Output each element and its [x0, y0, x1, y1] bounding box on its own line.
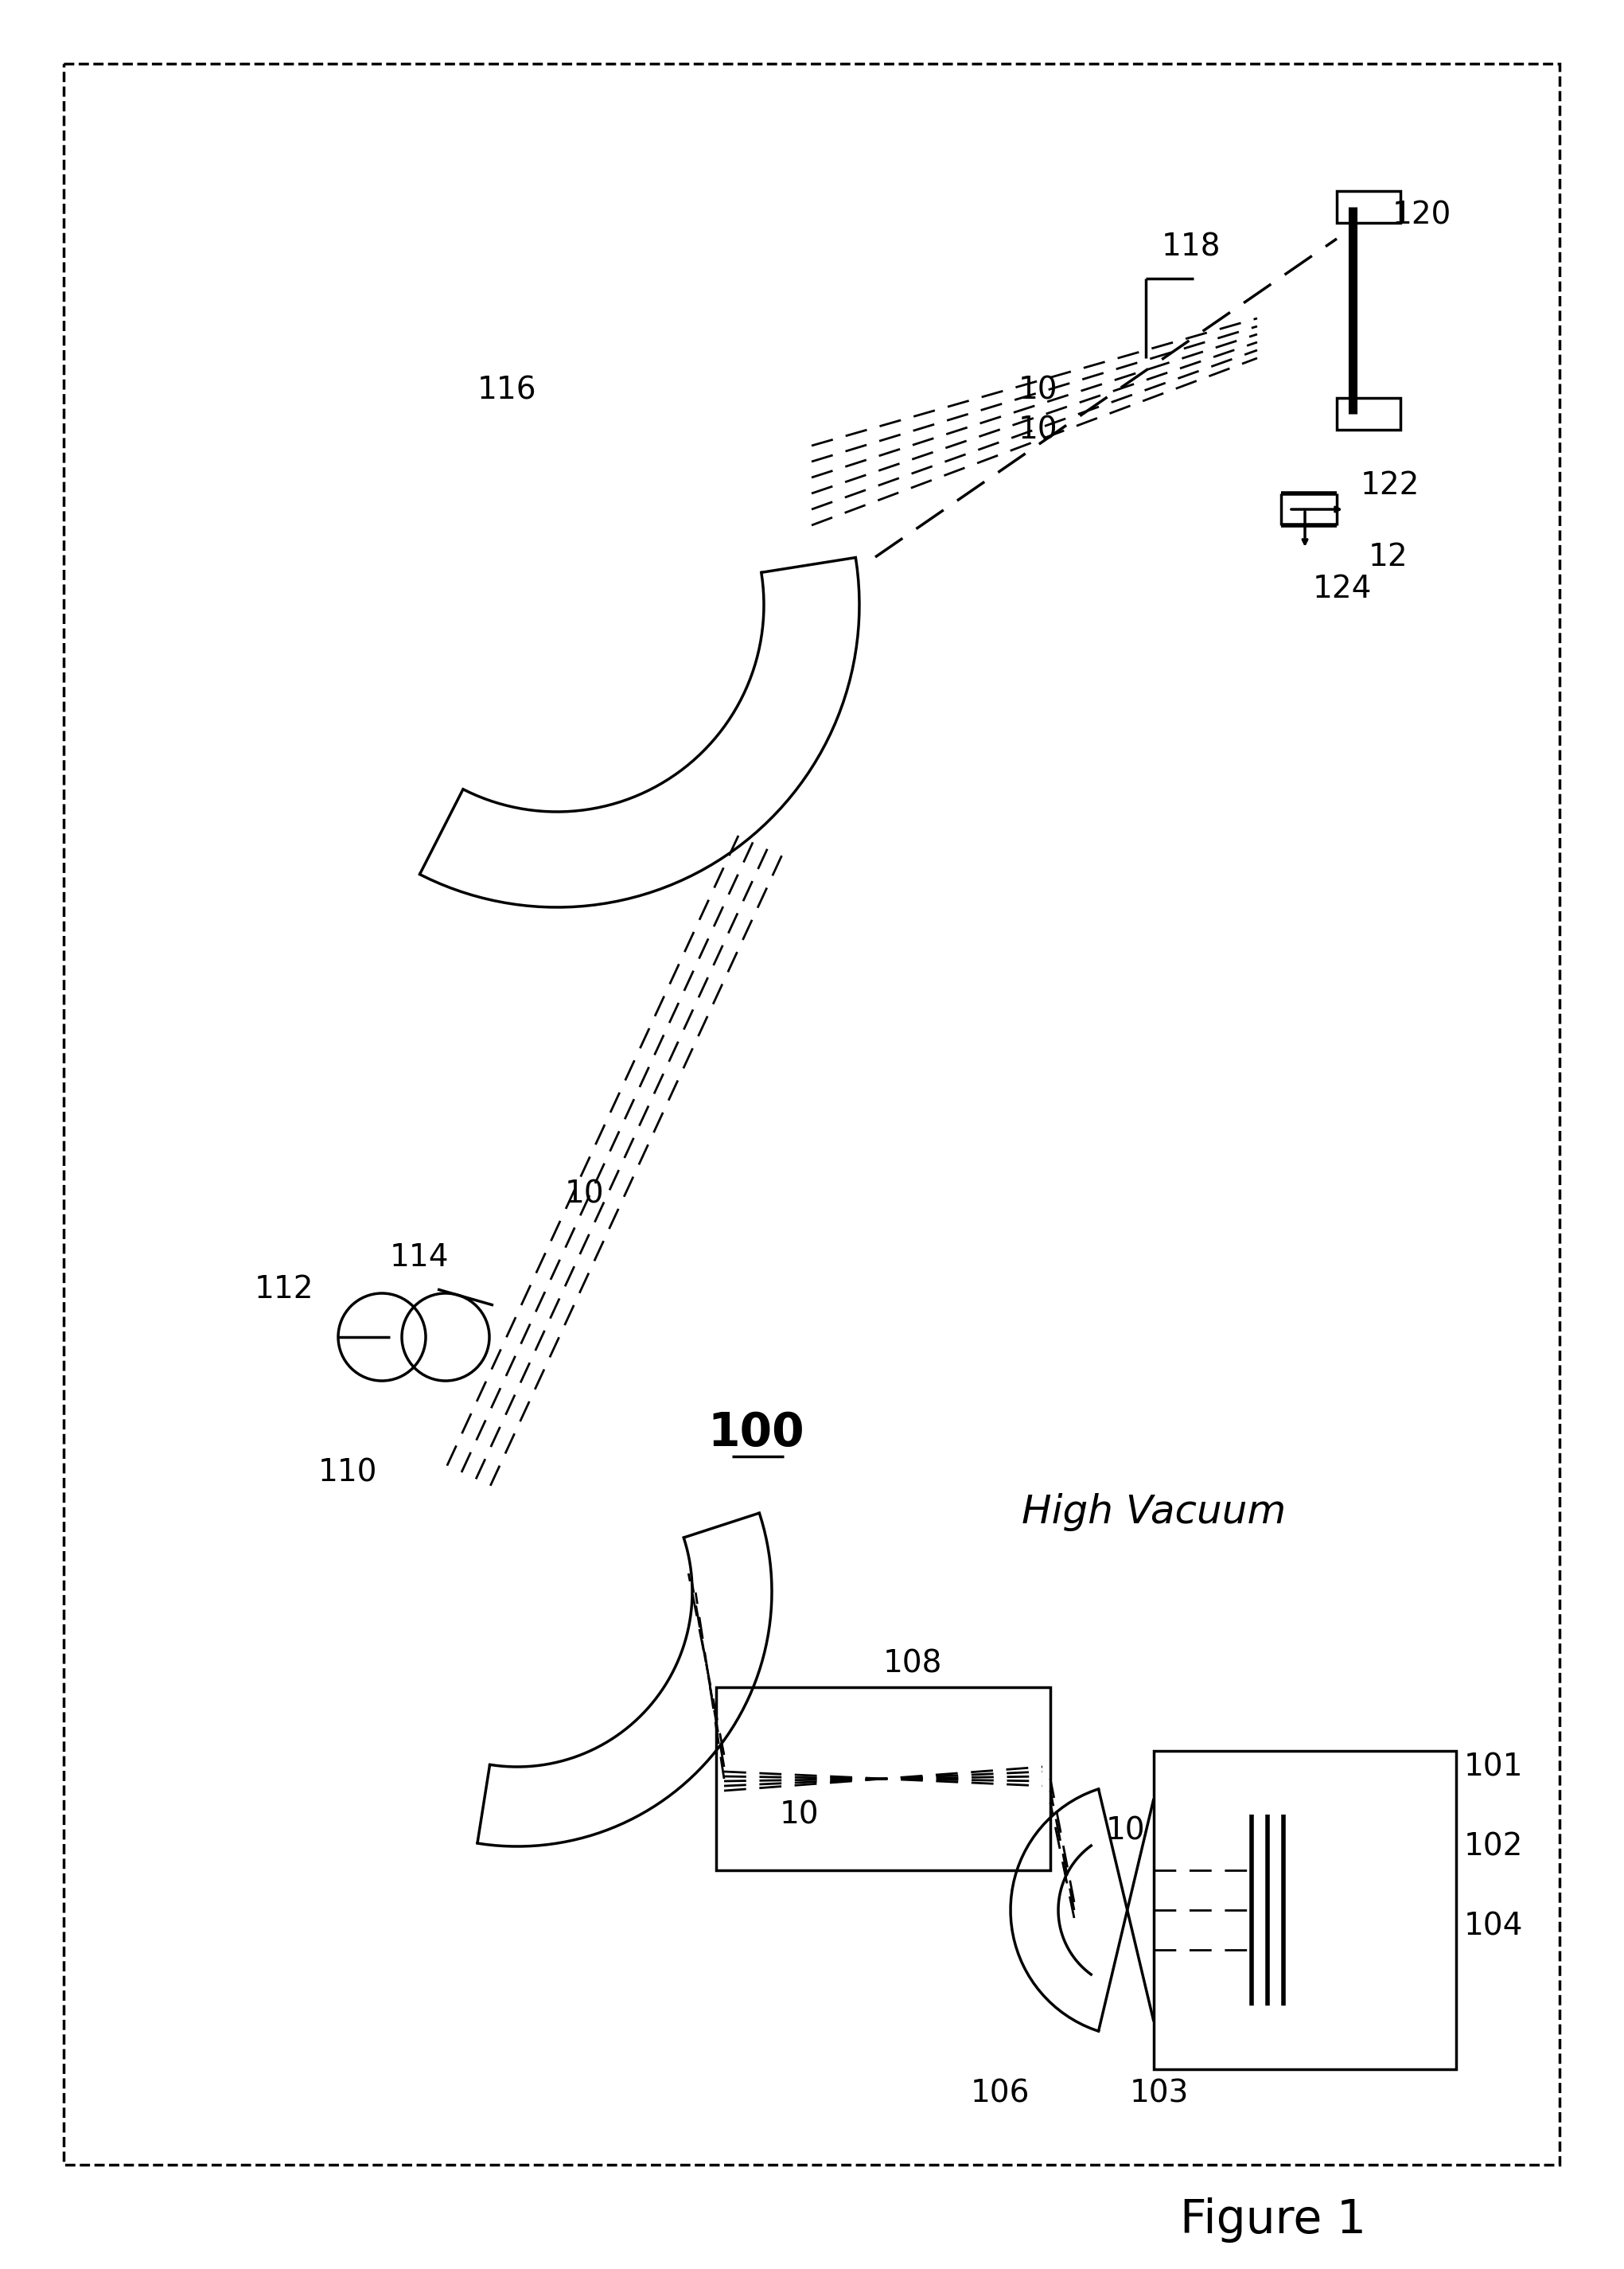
- Text: 104: 104: [1465, 1910, 1523, 1940]
- Text: 102: 102: [1465, 1831, 1523, 1861]
- Text: 12: 12: [1369, 542, 1408, 572]
- Text: 10: 10: [780, 1799, 818, 1829]
- Bar: [1337, 191, 1400, 222]
- Text: 10: 10: [1106, 1815, 1145, 1845]
- Text: 122: 122: [1361, 470, 1419, 501]
- Text: 110: 110: [318, 1457, 377, 1488]
- Text: 10: 10: [1018, 374, 1057, 406]
- Text: 106: 106: [971, 2078, 1030, 2108]
- Text: High Vacuum: High Vacuum: [1021, 1493, 1286, 1532]
- Text: 101: 101: [1465, 1752, 1523, 1781]
- Text: 108: 108: [883, 1647, 942, 1679]
- Bar: [716, 1688, 1051, 1870]
- Text: 112: 112: [255, 1275, 313, 1305]
- Text: 114: 114: [390, 1243, 450, 1273]
- Text: 120: 120: [1392, 200, 1452, 229]
- Bar: [1337, 397, 1400, 429]
- Text: Figure 1: Figure 1: [1181, 2199, 1366, 2244]
- Text: 124: 124: [1312, 574, 1372, 604]
- Text: 116: 116: [477, 374, 538, 406]
- Text: 100: 100: [708, 1409, 804, 1454]
- Text: 118: 118: [1161, 231, 1221, 261]
- Bar: [1153, 1752, 1457, 2069]
- Text: 10: 10: [1018, 415, 1057, 445]
- Text: 10: 10: [565, 1178, 604, 1209]
- Text: 103: 103: [1130, 2078, 1189, 2108]
